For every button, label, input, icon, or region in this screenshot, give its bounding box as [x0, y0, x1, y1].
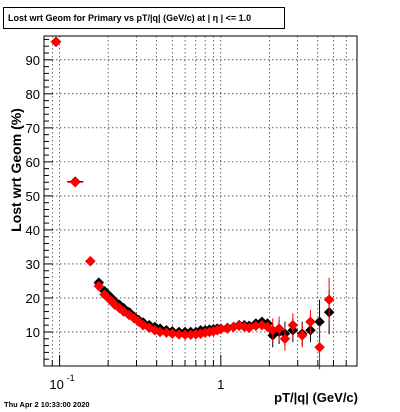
x-tick-label: 1 [217, 377, 224, 392]
chart-title-box: Lost wrt Geom for Primary vs pT/|q| (GeV… [3, 7, 285, 29]
data-point [305, 316, 316, 328]
data-point [273, 323, 285, 334]
data-series [50, 36, 335, 370]
y-tick-label: 20 [26, 291, 40, 306]
x-axis-label: pT/|q| (GeV/c) [274, 390, 358, 405]
y-tick-label: 30 [26, 257, 40, 272]
y-tick-label: 10 [26, 325, 40, 340]
data-point [279, 333, 291, 345]
data-point [166, 328, 178, 340]
plot-area [44, 36, 357, 366]
data-point [84, 255, 96, 267]
y-tick-label: 80 [26, 87, 40, 102]
data-point [314, 341, 325, 353]
data-point [323, 294, 335, 306]
timestamp: Thu Apr 2 10:33:00 2020 [4, 400, 90, 409]
y-tick-label: 60 [26, 155, 40, 170]
axes: 10 20 30 40 50 60 70 80 90 10 -1 1 [26, 38, 358, 392]
grid [43, 36, 358, 366]
y-tick-label: 50 [26, 189, 40, 204]
series-red [50, 36, 335, 370]
y-tick-label: 40 [26, 223, 40, 238]
x-tick-label: 10 [49, 377, 63, 392]
y-tick-label: 90 [26, 53, 40, 68]
data-point [99, 289, 110, 300]
y-tick-label: 70 [26, 121, 40, 136]
data-point [287, 319, 299, 331]
plot-frame [43, 35, 358, 367]
data-point [93, 280, 105, 292]
data-point [50, 36, 62, 48]
y-axis-label: Lost wrt Geom (%) [8, 108, 24, 232]
data-point [69, 176, 81, 188]
chart-title: Lost wrt Geom for Primary vs pT/|q| (GeV… [8, 13, 252, 23]
x-tick-label-exponent: -1 [67, 373, 75, 383]
data-point [154, 326, 166, 338]
data-point [296, 330, 308, 341]
